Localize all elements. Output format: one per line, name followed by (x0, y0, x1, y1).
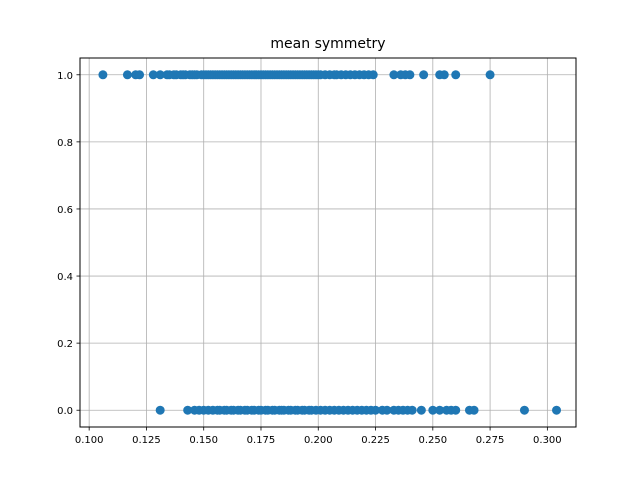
data-point (407, 405, 417, 415)
y-tick-label: 0.8 (57, 138, 73, 149)
x-tick-label: 0.150 (189, 435, 218, 446)
data-points (98, 70, 562, 415)
plot-frame (79, 57, 577, 428)
data-point (148, 70, 158, 80)
data-point (451, 405, 461, 415)
data-point (519, 405, 529, 415)
data-point (382, 405, 392, 415)
data-point (451, 70, 461, 80)
data-point (389, 70, 399, 80)
x-tick-label: 0.275 (476, 435, 505, 446)
grid-lines (80, 58, 576, 427)
data-point (439, 70, 449, 80)
data-point (419, 70, 429, 80)
y-tick-label: 0.6 (57, 205, 73, 216)
data-point (469, 405, 479, 415)
data-point (98, 70, 108, 80)
data-point (405, 70, 415, 80)
data-point (435, 405, 445, 415)
x-tick-label: 0.300 (533, 435, 562, 446)
x-tick-label: 0.100 (75, 435, 104, 446)
data-point (371, 405, 381, 415)
x-tick-label: 0.175 (247, 435, 276, 446)
data-point (368, 70, 378, 80)
data-point (428, 405, 438, 415)
data-point (552, 405, 562, 415)
y-tick-label: 0.4 (57, 272, 73, 283)
axis-ticks: 0.100 0.125 0.150 0.175 0.200 0.225 0.250 0.275… (57, 71, 562, 446)
y-tick-label: 0.2 (57, 339, 73, 350)
data-point (155, 405, 165, 415)
x-tick-label: 0.250 (418, 435, 447, 446)
data-point (416, 405, 426, 415)
y-tick-label: 0.0 (57, 406, 73, 417)
y-tick-label: 1.0 (57, 71, 73, 82)
x-tick-label: 0.225 (361, 435, 390, 446)
x-tick-label: 0.200 (304, 435, 333, 446)
chart-title: mean symmetry (270, 36, 385, 52)
data-point (183, 405, 193, 415)
data-point (155, 70, 165, 80)
x-tick-label: 0.125 (132, 435, 161, 446)
data-point (122, 70, 132, 80)
data-point (135, 70, 145, 80)
data-point (485, 70, 495, 80)
